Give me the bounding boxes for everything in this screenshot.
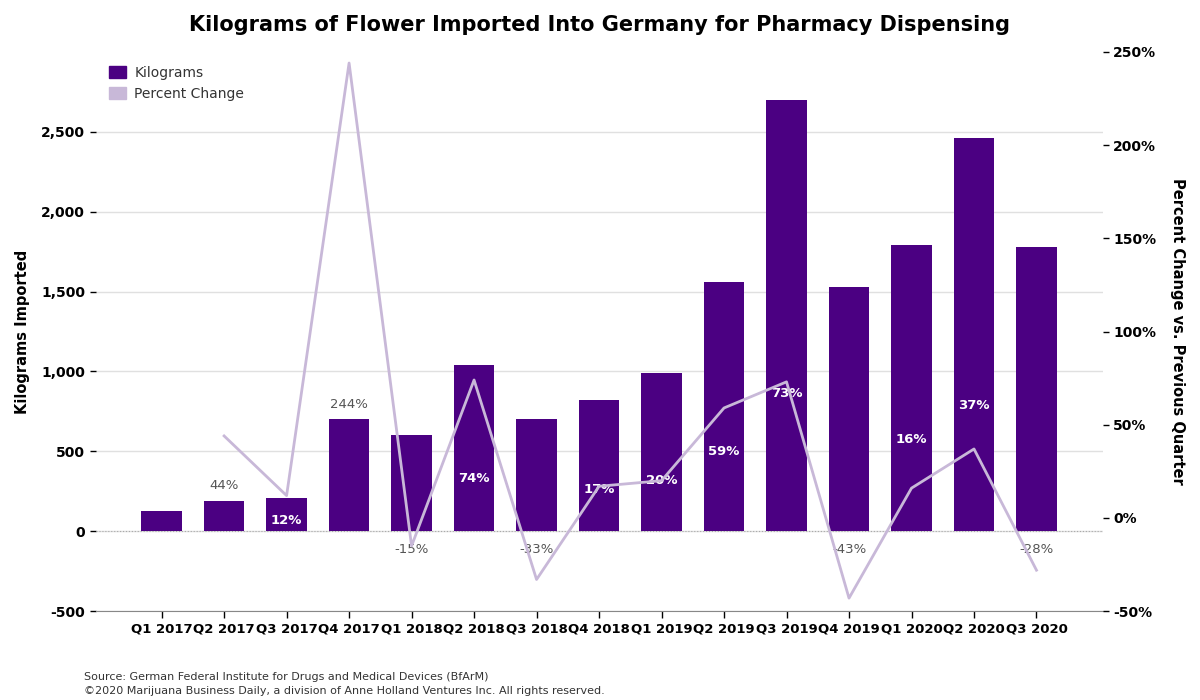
Bar (391, 435, 432, 531)
Text: 12%: 12% (271, 514, 302, 527)
Text: 17%: 17% (583, 483, 614, 496)
Text: -43%: -43% (832, 543, 866, 556)
Legend: Kilograms, Percent Change: Kilograms, Percent Change (102, 59, 251, 108)
Bar (516, 419, 557, 531)
Y-axis label: Kilograms Imported: Kilograms Imported (14, 249, 30, 414)
Bar (767, 100, 806, 531)
Bar (329, 419, 370, 531)
Bar (204, 501, 245, 531)
Text: 73%: 73% (770, 386, 803, 400)
Bar (142, 510, 182, 531)
Bar (954, 138, 995, 531)
Bar (641, 373, 682, 531)
Text: 244%: 244% (330, 398, 368, 411)
Text: 37%: 37% (959, 399, 990, 412)
Bar (1016, 247, 1057, 531)
Bar (454, 365, 494, 531)
Text: -28%: -28% (1019, 543, 1054, 556)
Text: 59%: 59% (708, 445, 739, 458)
Text: -15%: -15% (395, 543, 428, 556)
Bar (703, 282, 744, 531)
Title: Kilograms of Flower Imported Into Germany for Pharmacy Dispensing: Kilograms of Flower Imported Into German… (188, 15, 1009, 35)
Text: 16%: 16% (895, 433, 928, 446)
Bar (892, 245, 932, 531)
Bar (829, 287, 869, 531)
Text: 44%: 44% (210, 479, 239, 492)
Bar (266, 498, 307, 531)
Text: 74%: 74% (458, 472, 490, 484)
Y-axis label: Percent Change vs. Previous Quarter: Percent Change vs. Previous Quarter (1170, 178, 1184, 485)
Text: -33%: -33% (520, 543, 553, 556)
Text: Source: German Federal Institute for Drugs and Medical Devices (BfArM)
©2020 Mar: Source: German Federal Institute for Dru… (84, 673, 605, 696)
Text: 20%: 20% (646, 474, 677, 487)
Bar (578, 400, 619, 531)
